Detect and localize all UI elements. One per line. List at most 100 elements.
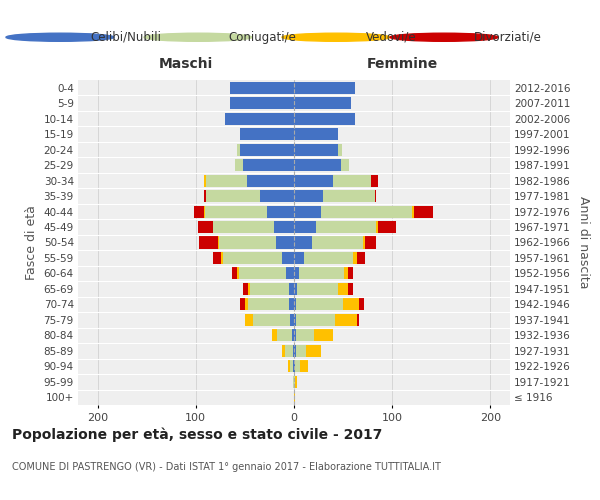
Bar [294, 174, 333, 186]
Bar [203, 190, 206, 202]
Bar [344, 268, 348, 280]
Bar [376, 221, 379, 233]
Text: Vedovi/e: Vedovi/e [366, 31, 416, 44]
Bar [297, 283, 338, 295]
Bar [292, 330, 294, 342]
Bar [232, 268, 237, 280]
Y-axis label: Fasce di età: Fasce di età [25, 205, 38, 280]
Bar [294, 268, 299, 280]
Bar [296, 345, 306, 357]
Bar [253, 314, 290, 326]
Bar [323, 190, 374, 202]
Bar [288, 360, 290, 372]
Text: Maschi: Maschi [159, 56, 213, 70]
Bar [300, 360, 308, 372]
Bar [294, 159, 341, 171]
Bar [225, 112, 294, 124]
Bar [240, 298, 245, 310]
Bar [295, 360, 300, 372]
Bar [277, 330, 292, 342]
Bar [214, 252, 221, 264]
Bar [243, 283, 248, 295]
Bar [294, 190, 323, 202]
Bar [230, 97, 294, 109]
Bar [220, 236, 277, 248]
Bar [359, 298, 364, 310]
Bar [294, 206, 322, 218]
Text: Femmine: Femmine [367, 56, 437, 70]
Bar [248, 283, 250, 295]
Bar [371, 174, 379, 186]
Bar [365, 236, 376, 248]
Bar [363, 236, 365, 248]
Bar [203, 206, 205, 218]
Bar [266, 206, 294, 218]
Text: COMUNE DI PASTRENGO (VR) - Dati ISTAT 1° gennaio 2017 - Elaborazione TUTTITALIA.: COMUNE DI PASTRENGO (VR) - Dati ISTAT 1°… [12, 462, 441, 472]
Bar [248, 298, 289, 310]
Bar [294, 82, 355, 94]
Bar [223, 252, 282, 264]
Text: Divorziati/e: Divorziati/e [474, 31, 542, 44]
Bar [239, 268, 286, 280]
Bar [245, 314, 253, 326]
Bar [294, 252, 304, 264]
Bar [203, 174, 206, 186]
Bar [198, 221, 212, 233]
Bar [353, 252, 357, 264]
Bar [335, 314, 357, 326]
Bar [245, 298, 248, 310]
Bar [285, 345, 293, 357]
Bar [338, 283, 348, 295]
Bar [296, 314, 335, 326]
Bar [294, 112, 355, 124]
Bar [289, 283, 294, 295]
Bar [243, 159, 294, 171]
Bar [294, 330, 296, 342]
Bar [218, 236, 220, 248]
Bar [206, 174, 247, 186]
Bar [314, 330, 333, 342]
Bar [199, 236, 218, 248]
Bar [237, 144, 240, 156]
Bar [240, 128, 294, 140]
Bar [333, 174, 371, 186]
Bar [412, 206, 414, 218]
Text: Popolazione per età, sesso e stato civile - 2017: Popolazione per età, sesso e stato civil… [12, 428, 382, 442]
Bar [293, 360, 294, 372]
Bar [212, 221, 214, 233]
Circle shape [6, 33, 114, 42]
Bar [299, 268, 344, 280]
Text: Coniugati/e: Coniugati/e [228, 31, 296, 44]
Bar [294, 283, 297, 295]
Bar [357, 314, 359, 326]
Bar [293, 345, 294, 357]
Bar [316, 221, 376, 233]
Bar [294, 376, 295, 388]
Bar [293, 376, 294, 388]
Bar [282, 252, 294, 264]
Bar [306, 345, 320, 357]
Bar [374, 190, 376, 202]
Bar [272, 330, 277, 342]
Bar [294, 360, 295, 372]
Bar [240, 144, 294, 156]
Bar [379, 221, 396, 233]
Bar [290, 360, 293, 372]
Bar [338, 144, 342, 156]
Bar [294, 298, 296, 310]
Bar [295, 376, 297, 388]
Bar [294, 345, 296, 357]
Bar [247, 174, 294, 186]
Bar [230, 82, 294, 94]
Bar [296, 298, 343, 310]
Text: Celibi/Nubili: Celibi/Nubili [90, 31, 161, 44]
Bar [294, 144, 338, 156]
Bar [237, 268, 239, 280]
Bar [286, 268, 294, 280]
Bar [274, 221, 294, 233]
Bar [348, 283, 353, 295]
Bar [277, 236, 294, 248]
Bar [341, 159, 349, 171]
Bar [214, 221, 274, 233]
Bar [194, 206, 203, 218]
